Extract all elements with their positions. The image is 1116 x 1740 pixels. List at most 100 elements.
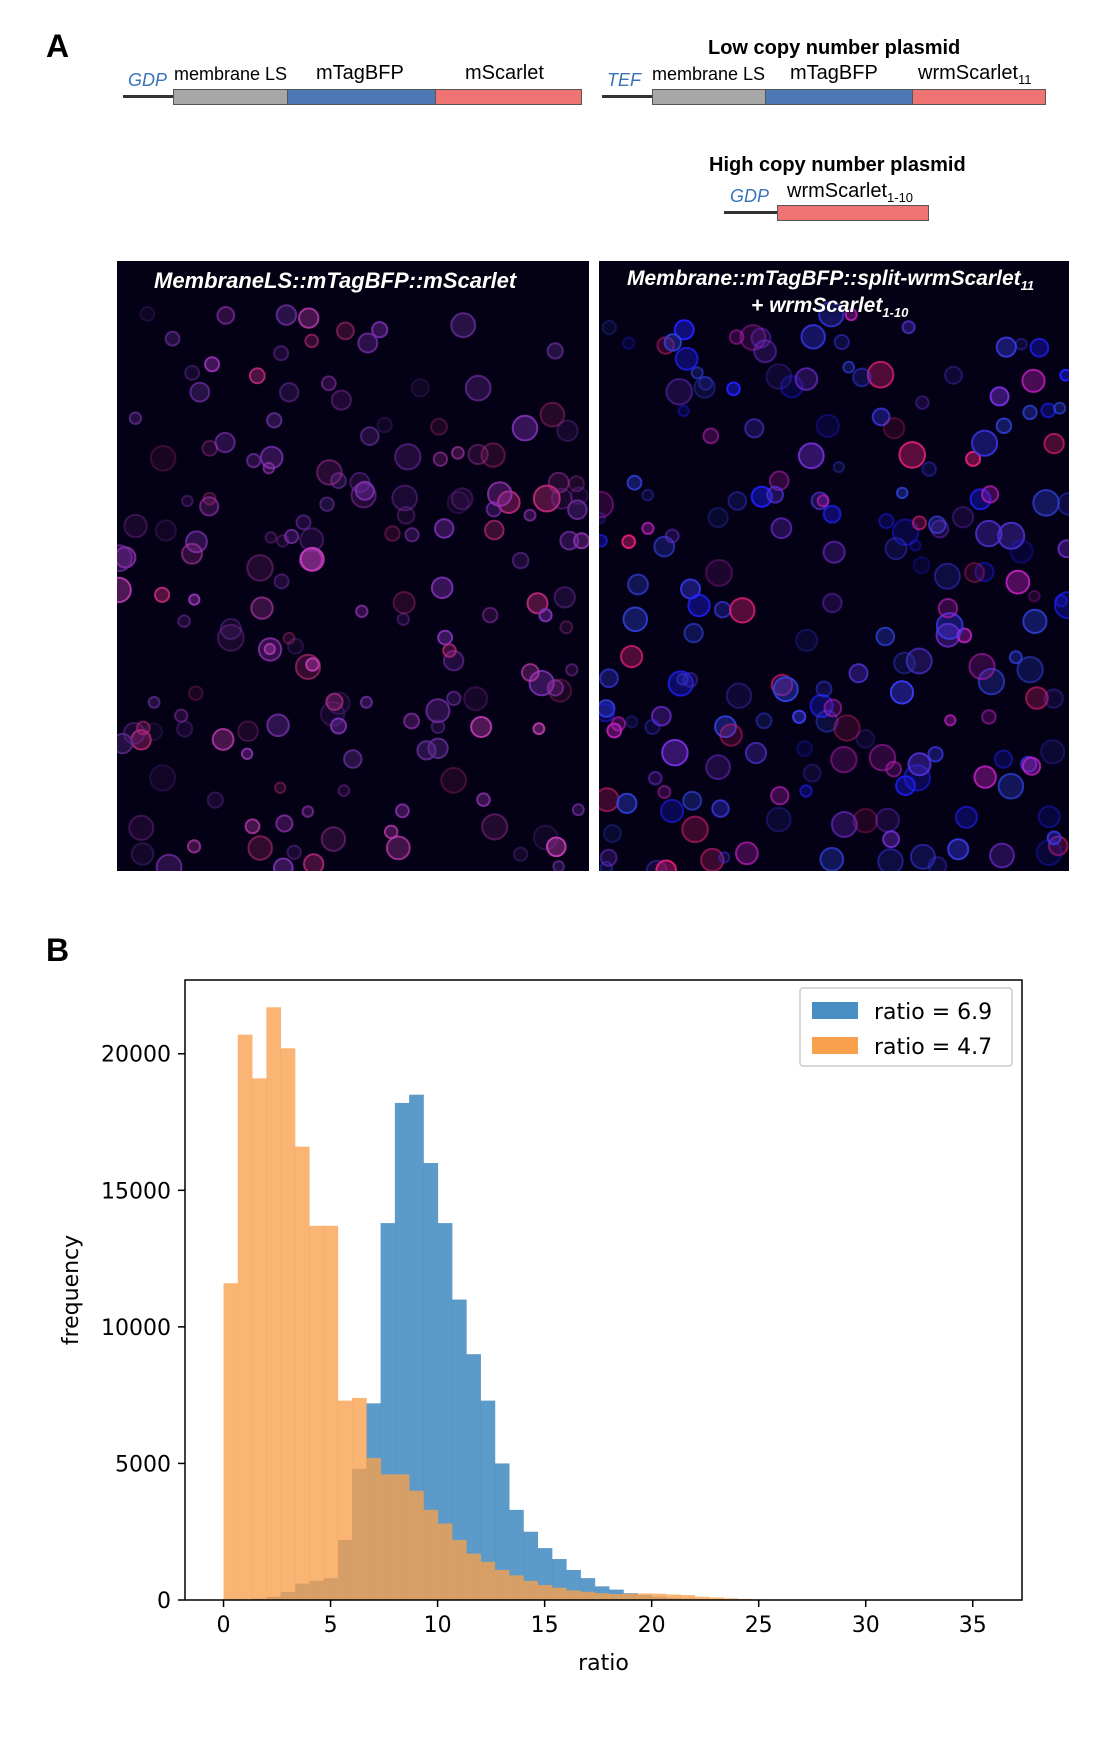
cell <box>951 506 975 529</box>
histogram-bar-orange <box>523 1580 539 1600</box>
cell <box>257 637 283 662</box>
x-tick-label: 15 <box>531 1613 559 1638</box>
cell <box>895 775 916 797</box>
histogram-bar-blue <box>437 1223 453 1600</box>
cell <box>809 693 834 718</box>
cell <box>744 418 765 439</box>
x-tick-label: 5 <box>324 1613 338 1638</box>
cell <box>450 312 477 339</box>
cell <box>305 657 320 672</box>
cell <box>993 749 1014 769</box>
cell <box>264 531 278 544</box>
cell <box>214 431 236 454</box>
cell <box>682 790 703 811</box>
cell <box>427 737 449 759</box>
cell <box>526 592 549 615</box>
cell <box>707 507 729 529</box>
histogram-bar-orange <box>366 1457 381 1600</box>
cell <box>750 327 772 349</box>
cell <box>520 663 540 682</box>
cell <box>463 686 489 712</box>
cell <box>392 591 416 615</box>
x-axis-ticks: 0 5 10 15 20 25 30 35 <box>217 1600 987 1638</box>
cell <box>539 401 566 428</box>
cell <box>248 367 266 385</box>
cell <box>816 494 830 508</box>
series-orange-bars <box>223 1007 796 1600</box>
cell <box>599 848 618 867</box>
cell <box>430 576 454 600</box>
cell <box>117 732 134 755</box>
cell <box>625 715 639 729</box>
cell <box>683 622 704 644</box>
cell <box>550 487 573 510</box>
cell <box>330 717 347 735</box>
histogram-bar-orange <box>451 1539 467 1600</box>
cell <box>187 839 202 854</box>
cell <box>770 673 794 697</box>
histogram-bar-orange <box>708 1597 724 1600</box>
histogram-bar-orange <box>352 1397 367 1600</box>
cell <box>830 811 858 838</box>
cell <box>909 539 922 552</box>
cell <box>792 709 807 724</box>
cell <box>147 695 161 709</box>
cell <box>263 642 276 656</box>
cell <box>651 705 672 727</box>
x-tick-label: 35 <box>959 1613 987 1638</box>
microscopy-image-left: MembraneLS::mTagBFP::mScarlet <box>117 261 589 871</box>
histogram-bar-orange <box>494 1569 510 1600</box>
cell <box>648 770 663 786</box>
legend: ratio = 6.9 ratio = 4.7 <box>799 987 1013 1067</box>
cell <box>882 830 901 849</box>
cell <box>842 360 856 374</box>
cell <box>481 606 499 624</box>
cell <box>511 551 530 570</box>
cell <box>371 321 389 339</box>
cell <box>559 620 574 635</box>
segment-membrane-ls <box>652 89 767 105</box>
cell <box>1032 489 1060 517</box>
histogram-bar-orange <box>266 1007 282 1600</box>
cell <box>989 842 1015 869</box>
cell <box>690 366 704 380</box>
cell <box>446 491 470 515</box>
histogram-bar-orange <box>323 1225 339 1600</box>
cell <box>1009 539 1034 564</box>
cell <box>599 787 620 813</box>
cell <box>532 484 561 513</box>
cell <box>822 504 842 524</box>
cell <box>464 374 492 402</box>
cell <box>1025 686 1049 710</box>
cell <box>350 482 377 509</box>
x-tick-label: 0 <box>217 1613 231 1638</box>
cell <box>1046 830 1062 846</box>
cell <box>795 628 819 652</box>
y-tick-label: 5000 <box>115 1452 171 1477</box>
cell <box>556 419 579 442</box>
cell <box>905 647 933 675</box>
cell <box>266 412 283 429</box>
cell <box>968 652 996 681</box>
cell <box>875 807 900 833</box>
cell <box>410 378 430 398</box>
cell <box>164 330 181 347</box>
cell <box>674 346 699 371</box>
cell <box>665 378 694 406</box>
cell <box>384 525 401 542</box>
cell <box>1029 337 1050 358</box>
cell <box>177 614 191 629</box>
histogram-bar-orange <box>651 1593 667 1600</box>
cell <box>921 461 938 477</box>
cell <box>818 301 845 328</box>
cell <box>395 803 410 819</box>
cell <box>538 608 553 623</box>
cell <box>432 451 449 467</box>
cell <box>823 698 843 718</box>
cell <box>434 518 455 539</box>
cell <box>909 843 936 870</box>
cell <box>139 306 156 322</box>
cell <box>117 544 133 573</box>
cell <box>327 691 351 716</box>
cell <box>719 723 743 747</box>
